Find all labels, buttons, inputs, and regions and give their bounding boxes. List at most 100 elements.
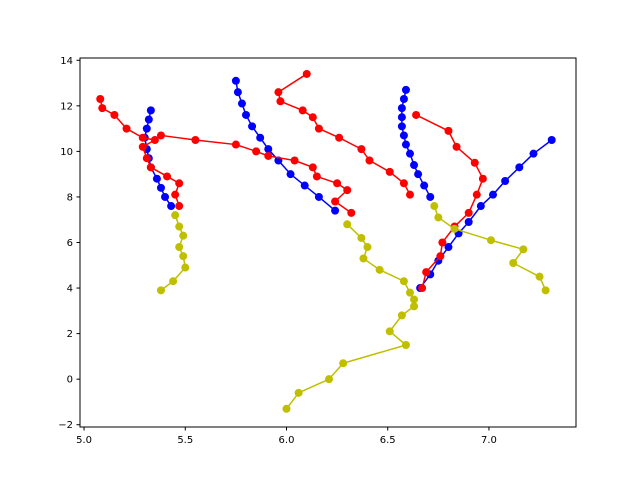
series-8-point-12 bbox=[418, 284, 427, 293]
series-2-point-6 bbox=[256, 133, 265, 142]
series-7-point-11 bbox=[399, 179, 408, 188]
series-4-point-10 bbox=[515, 163, 524, 172]
x-tick-label: 6.0 bbox=[279, 435, 295, 446]
series-5-point-7 bbox=[138, 142, 147, 151]
series-6-point-10 bbox=[343, 186, 352, 195]
y-tick-label: 2 bbox=[67, 329, 73, 340]
series-11-point-6 bbox=[509, 259, 518, 267]
series-10-point-9 bbox=[410, 302, 419, 311]
series-7-point-8 bbox=[357, 145, 366, 154]
series-6-point-5 bbox=[264, 151, 273, 160]
series-3-point-3 bbox=[397, 104, 406, 113]
series-9-point-2 bbox=[169, 277, 178, 286]
series-11-point-8 bbox=[541, 286, 550, 295]
series-7-point-5 bbox=[308, 113, 317, 122]
y-tick-label: 6 bbox=[67, 238, 73, 249]
series-4 bbox=[416, 136, 556, 293]
series-8-point-2 bbox=[444, 126, 453, 135]
series-10-point-10 bbox=[397, 311, 406, 320]
series-11 bbox=[430, 202, 550, 295]
series-3-point-12 bbox=[426, 192, 435, 201]
series-8-point-11 bbox=[422, 268, 431, 277]
series-2-point-2 bbox=[233, 88, 242, 97]
x-tick-label: 5.5 bbox=[177, 435, 193, 446]
series-layer bbox=[96, 69, 556, 413]
series-2-point-1 bbox=[231, 76, 240, 85]
series-3-point-8 bbox=[405, 149, 414, 158]
series-5-point-2 bbox=[98, 104, 107, 113]
series-3-point-5 bbox=[397, 122, 406, 131]
series-3 bbox=[397, 85, 435, 201]
series-2-point-11 bbox=[314, 192, 323, 201]
series-7-point-12 bbox=[405, 190, 414, 199]
series-8-point-4 bbox=[470, 158, 479, 167]
series-8-point-3 bbox=[452, 142, 461, 151]
series-2-point-9 bbox=[286, 170, 295, 179]
series-4-point-12 bbox=[547, 136, 556, 144]
series-7-point-6 bbox=[314, 124, 323, 133]
series-5-point-3 bbox=[110, 110, 119, 119]
series-3-point-4 bbox=[397, 113, 406, 122]
y-tick-label: 8 bbox=[67, 192, 73, 203]
series-10-point-1 bbox=[343, 220, 352, 229]
series-8-point-5 bbox=[478, 174, 487, 183]
series-6 bbox=[156, 131, 356, 217]
series-2-point-7 bbox=[264, 145, 273, 154]
series-5-point-4 bbox=[122, 124, 131, 133]
series-5-point-13 bbox=[175, 202, 184, 211]
series-7-point-9 bbox=[365, 156, 374, 165]
series-8-point-1 bbox=[412, 110, 421, 119]
series-4-point-8 bbox=[489, 190, 497, 199]
series-3-point-6 bbox=[399, 131, 408, 140]
series-7-point-2 bbox=[274, 88, 283, 97]
series-6-point-6 bbox=[290, 156, 299, 165]
series-7-point-7 bbox=[335, 133, 344, 142]
series-1-point-10 bbox=[161, 192, 170, 201]
series-4-point-11 bbox=[529, 149, 538, 158]
series-11-point-2 bbox=[434, 213, 443, 222]
series-8 bbox=[412, 110, 487, 293]
series-7-point-4 bbox=[298, 106, 307, 115]
series-5-point-6 bbox=[150, 136, 159, 144]
series-3-point-2 bbox=[399, 95, 408, 103]
series-2-point-10 bbox=[300, 181, 309, 190]
series-6-point-3 bbox=[231, 140, 240, 149]
series-5-point-10 bbox=[163, 172, 172, 181]
series-7-point-10 bbox=[385, 167, 394, 176]
series-3-point-11 bbox=[420, 181, 429, 190]
series-11-point-4 bbox=[486, 236, 495, 245]
series-8-point-9 bbox=[438, 238, 447, 247]
series-7-point-1 bbox=[302, 69, 311, 78]
series-5-point-11 bbox=[175, 179, 184, 188]
series-7 bbox=[274, 69, 414, 199]
series-10 bbox=[282, 220, 419, 413]
series-8-point-6 bbox=[472, 190, 481, 199]
series-3-point-1 bbox=[401, 85, 410, 94]
series-5-point-5 bbox=[138, 133, 147, 142]
y-tick-label: 0 bbox=[67, 375, 73, 386]
y-tick-label: −2 bbox=[58, 420, 73, 431]
x-tick-label: 7.0 bbox=[481, 435, 497, 446]
series-2-point-3 bbox=[237, 99, 246, 108]
series-10-point-15 bbox=[294, 388, 303, 397]
series-1-point-8 bbox=[152, 174, 161, 183]
series-6-point-9 bbox=[333, 179, 342, 188]
series-5-point-12 bbox=[171, 190, 180, 199]
y-axis: −2 0 2 4 6 8 10 12 14 bbox=[58, 56, 80, 431]
series-10-point-12 bbox=[401, 341, 410, 349]
series-10-point-14 bbox=[325, 375, 334, 384]
series-8-point-7 bbox=[464, 208, 473, 217]
series-10-point-7 bbox=[405, 288, 414, 297]
series-6-point-4 bbox=[252, 147, 261, 156]
series-4-point-4 bbox=[444, 243, 453, 252]
series-10-point-16 bbox=[282, 404, 291, 413]
series-1-point-3 bbox=[142, 124, 151, 133]
series-1-point-9 bbox=[156, 183, 165, 192]
series-8-point-10 bbox=[436, 252, 445, 261]
series-1-point-2 bbox=[144, 115, 153, 124]
series-6-point-7 bbox=[308, 163, 317, 172]
y-tick-label: 10 bbox=[60, 147, 73, 158]
series-10-point-8 bbox=[410, 295, 419, 304]
series-2 bbox=[231, 76, 340, 215]
